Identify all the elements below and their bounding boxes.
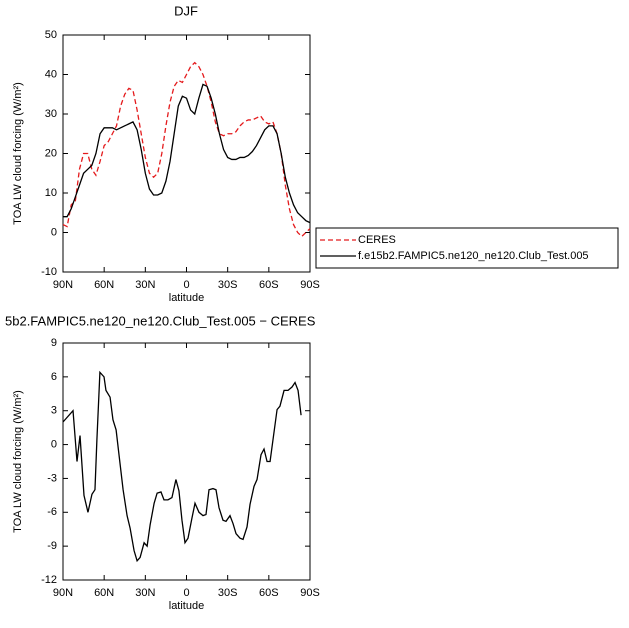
x-axis-label: latitude [169,292,204,304]
x-tick-label: 60N [94,587,114,599]
x-axis-label: latitude [169,600,204,612]
data-line [63,83,311,224]
x-tick-label: 60N [94,279,114,291]
x-tick-label: 30S [218,279,238,291]
legend-box [315,227,619,269]
x-tick-label: 0 [183,279,189,291]
y-axis-label: TOA LW cloud forcing (W/m²) [12,82,24,225]
chart-title: DJF [174,3,198,18]
y-tick-label: 10 [45,187,57,199]
data-line [62,370,302,563]
x-tick-label: 0 [183,587,189,599]
x-tick-label: 30S [218,587,238,599]
y-tick-label: -6 [47,506,57,518]
x-tick-label: 90N [53,279,73,291]
y-tick-label: 6 [51,371,57,383]
x-tick-label: 90S [300,587,320,599]
y-tick-label: -10 [41,266,57,278]
x-tick-label: 60S [259,279,279,291]
legend-label: f.e15b2.FAMPIC5.ne120_ne120.Club_Test.00… [358,250,589,262]
y-tick-label: 20 [45,147,57,159]
x-tick-label: 90S [300,279,320,291]
legend-label: CERES [358,234,396,246]
y-tick-label: 40 [45,68,57,80]
y-tick-label: 0 [51,226,57,238]
x-tick-label: 90N [53,587,73,599]
y-tick-label: -3 [47,472,57,484]
x-tick-label: 30N [135,279,155,291]
data-line [62,61,311,238]
y-tick-label: 30 [45,108,57,120]
y-tick-label: 0 [51,438,57,450]
y-tick-label: 9 [51,337,57,349]
y-tick-label: -12 [41,574,57,586]
x-tick-label: 30N [135,587,155,599]
chart-title: 5b2.FAMPIC5.ne120_ne120.Club_Test.005 − … [5,313,316,328]
x-tick-label: 60S [259,587,279,599]
y-tick-label: 50 [45,29,57,41]
y-tick-label: -9 [47,540,57,552]
y-tick-label: 3 [51,405,57,417]
y-axis-label: TOA LW cloud forcing (W/m²) [12,390,24,533]
plot-frame [62,34,311,273]
